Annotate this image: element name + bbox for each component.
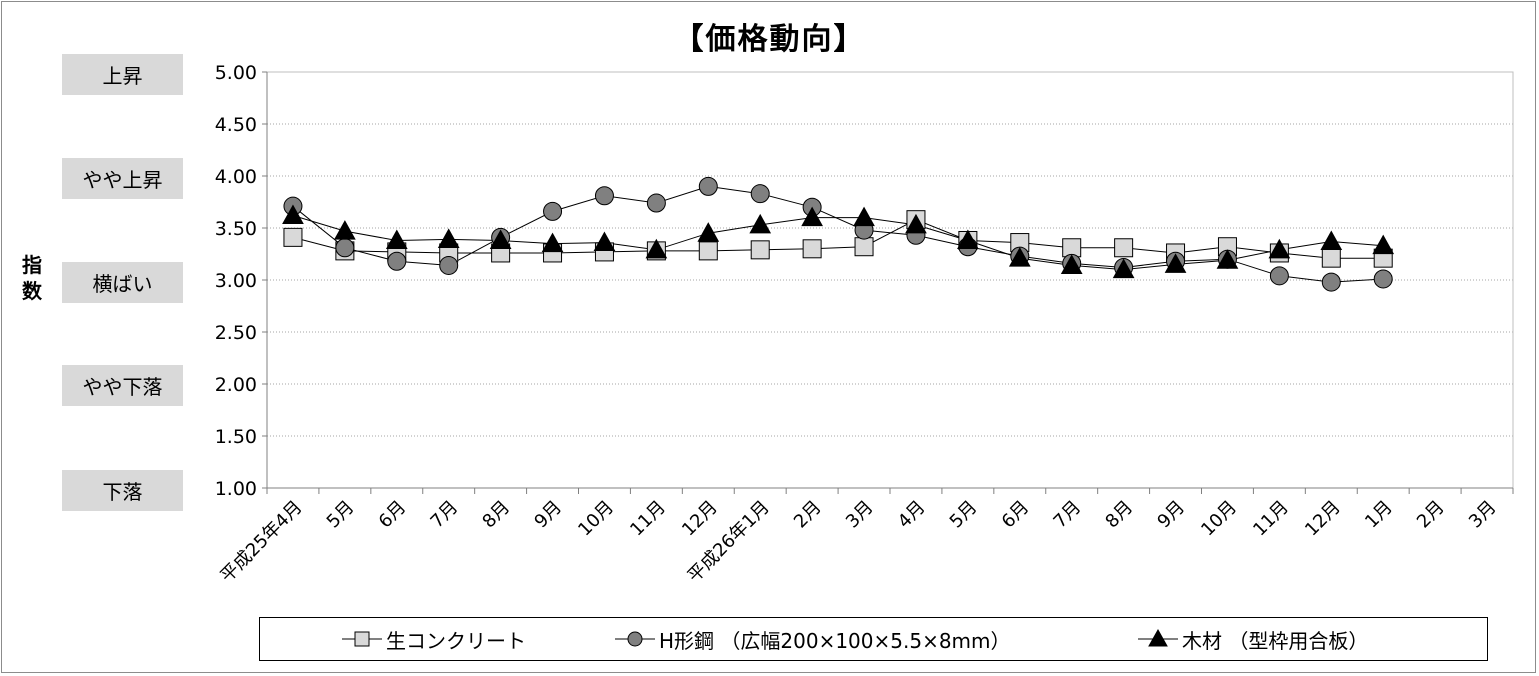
legend-item-h-beam: H形鋼 （広幅200×100×5.5×8mm） bbox=[615, 618, 1011, 660]
y-tick-label: 4.00 bbox=[215, 166, 257, 188]
y-axis-label: 指数 bbox=[18, 252, 46, 304]
legend-label-concrete: 生コンクリート bbox=[386, 628, 526, 653]
data-point-circle bbox=[1373, 269, 1393, 289]
y-tick-label: 3.50 bbox=[215, 218, 257, 240]
level-label-rise: 上昇 bbox=[62, 54, 183, 95]
data-point-triangle bbox=[801, 206, 823, 227]
x-tick-label: 9月 bbox=[530, 497, 566, 533]
data-point-triangle bbox=[1008, 247, 1031, 267]
data-point-circle bbox=[750, 184, 770, 204]
y-tick-label: 1.00 bbox=[215, 478, 257, 500]
legend-triangle-marker bbox=[1138, 628, 1178, 647]
data-point-circle bbox=[387, 251, 407, 271]
y-tick-label: 3.00 bbox=[215, 270, 257, 292]
data-point-circle bbox=[543, 201, 563, 221]
x-tick-label: 5月 bbox=[323, 497, 359, 533]
data-point-triangle bbox=[749, 213, 772, 234]
data-point-triangle bbox=[541, 232, 564, 253]
legend-item-concrete: 生コンクリート bbox=[342, 618, 526, 660]
data-point-square bbox=[698, 241, 718, 261]
legend: 生コンクリート H形鋼 （広幅200×100×5.5×8mm） 木材 （型枠用合… bbox=[259, 617, 1488, 661]
level-label-slight-rise: やや上昇 bbox=[62, 158, 183, 199]
data-point-circle bbox=[439, 255, 459, 275]
data-point-circle bbox=[698, 176, 718, 196]
data-point-square bbox=[1114, 238, 1134, 258]
x-tick-label: 8月 bbox=[478, 497, 514, 533]
y-axis-label-char: 指 bbox=[22, 253, 42, 277]
plot-area: 5.00 4.50 4.00 3.50 3.00 2.50 2.00 1.50 1.00平成25… bbox=[215, 62, 1514, 587]
data-point-triangle bbox=[697, 222, 720, 242]
x-tick-label: 7月 bbox=[1050, 497, 1086, 533]
x-tick-label: 8月 bbox=[1101, 497, 1137, 533]
data-point-triangle bbox=[957, 229, 979, 249]
data-point-circle bbox=[1269, 266, 1289, 286]
x-tick-label: 12月 bbox=[678, 497, 722, 541]
x-tick-label: 7月 bbox=[427, 497, 463, 533]
x-tick-label: 2月 bbox=[1413, 497, 1449, 533]
data-point-triangle bbox=[437, 228, 460, 248]
data-point-triangle bbox=[1164, 253, 1187, 273]
level-label-slight-fall: やや下落 bbox=[62, 365, 183, 406]
legend-square-marker bbox=[342, 631, 382, 647]
data-point-triangle bbox=[1216, 249, 1239, 269]
x-tick-label: 1月 bbox=[1361, 497, 1397, 533]
x-tick-label: 10月 bbox=[574, 497, 618, 541]
x-tick-label: 11月 bbox=[626, 497, 670, 541]
y-axis-label-char: 数 bbox=[22, 279, 42, 303]
series-line bbox=[292, 215, 1384, 271]
y-tick-label: 1.50 bbox=[215, 426, 257, 448]
data-point-circle bbox=[646, 193, 666, 213]
data-point-square bbox=[750, 240, 770, 260]
data-point-circle bbox=[335, 238, 355, 258]
x-tick-label: 10月 bbox=[1197, 497, 1241, 541]
chart-title: 【価格動向】 bbox=[673, 22, 866, 57]
x-tick-label: 9月 bbox=[1153, 497, 1189, 533]
data-point-triangle bbox=[334, 220, 356, 240]
data-point-triangle bbox=[593, 231, 616, 252]
data-point-triangle bbox=[1320, 230, 1343, 251]
data-point-square bbox=[854, 237, 874, 257]
x-tick-label: 6月 bbox=[998, 497, 1034, 533]
level-label-flat: 横ばい bbox=[62, 262, 183, 303]
legend-item-lumber: 木材 （型枠用合板） bbox=[1138, 618, 1368, 660]
x-tick-label: 4月 bbox=[894, 497, 930, 533]
x-tick-label: 6月 bbox=[375, 497, 411, 533]
data-point-square bbox=[802, 239, 822, 259]
data-point-triangle bbox=[282, 204, 304, 225]
x-tick-label: 平成25年4月 bbox=[216, 497, 306, 587]
y-tick-label: 2.00 bbox=[215, 374, 257, 396]
series-line bbox=[292, 219, 1384, 259]
x-tick-label: 12月 bbox=[1301, 497, 1345, 541]
data-point-triangle bbox=[1060, 254, 1083, 274]
data-point-triangle bbox=[385, 229, 408, 249]
y-tick-label: 4.50 bbox=[215, 114, 257, 136]
data-point-square bbox=[283, 227, 303, 247]
x-tick-label: 2月 bbox=[790, 497, 826, 533]
data-point-triangle bbox=[1372, 234, 1395, 255]
x-tick-label: 3月 bbox=[842, 497, 878, 533]
x-tick-label: 3月 bbox=[1465, 497, 1501, 533]
x-tick-label: 11月 bbox=[1249, 497, 1293, 541]
legend-label-lumber: 木材 （型枠用合板） bbox=[1182, 628, 1369, 653]
legend-circle-marker bbox=[615, 631, 655, 647]
data-point-circle bbox=[1321, 272, 1341, 292]
data-point-circle bbox=[594, 186, 614, 206]
data-point-triangle bbox=[905, 213, 927, 234]
data-point-triangle bbox=[1112, 258, 1135, 279]
level-label-fall: 下落 bbox=[62, 470, 183, 511]
data-point-triangle bbox=[1268, 238, 1291, 259]
series-line bbox=[292, 185, 1384, 283]
y-tick-label: 5.00 bbox=[215, 62, 257, 84]
legend-label-h-beam: H形鋼 （広幅200×100×5.5×8mm） bbox=[659, 628, 1011, 653]
x-tick-label: 5月 bbox=[946, 497, 982, 533]
data-point-triangle bbox=[645, 238, 668, 259]
data-point-triangle bbox=[489, 229, 512, 249]
data-point-triangle bbox=[853, 206, 875, 227]
y-tick-label: 2.50 bbox=[215, 322, 257, 344]
data-point-square bbox=[1321, 248, 1341, 268]
